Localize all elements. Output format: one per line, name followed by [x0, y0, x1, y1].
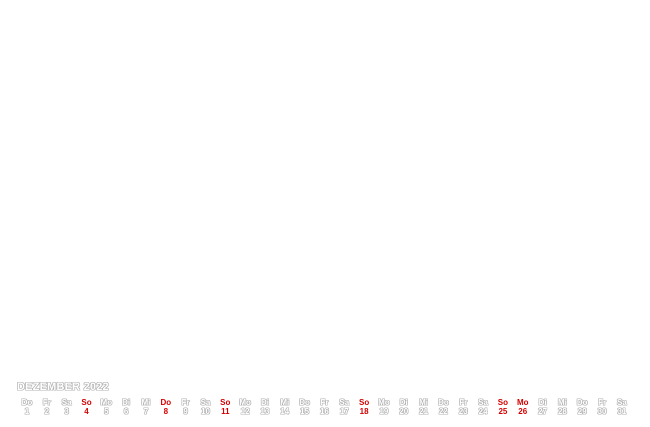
calendar-day: Do 29 — [572, 398, 592, 416]
calendar-day: So 4 — [76, 398, 96, 416]
weekday-label: So — [81, 398, 92, 407]
calendar-day: Do 1 — [17, 398, 37, 416]
weekday-label: Di — [538, 398, 547, 407]
day-number: 18 — [359, 407, 369, 416]
calendar-day: Sa 10 — [195, 398, 215, 416]
calendar-day: Do 8 — [156, 398, 176, 416]
day-number: 30 — [597, 407, 607, 416]
day-number: 26 — [518, 407, 528, 416]
day-number: 20 — [399, 407, 409, 416]
weekday-label: So — [220, 398, 231, 407]
day-number: 10 — [201, 407, 210, 416]
day-number: 7 — [143, 407, 149, 416]
day-number: 31 — [617, 407, 627, 416]
day-number: 21 — [419, 407, 429, 416]
weekday-label: Mo — [378, 398, 390, 407]
day-number: 1 — [24, 407, 30, 416]
weekday-label: So — [358, 398, 370, 407]
day-number: 16 — [319, 407, 329, 416]
day-number: 23 — [458, 407, 468, 416]
day-number: 8 — [163, 407, 169, 416]
weekday-label: Di — [122, 398, 131, 407]
day-strip: Do 1 Fr 2 Sa 3 So 4 Mo 5 Di 6 Mi 7 Do 8 Fr 9 Sa 10 So 11 Mo 12 D… — [0, 398, 650, 422]
calendar-day: Mi 7 — [136, 398, 156, 416]
calendar-day: Mi 21 — [414, 398, 434, 416]
calendar-day: Di 13 — [255, 398, 275, 416]
weekday-label: Fr — [42, 398, 51, 407]
calendar-day: Mo 5 — [96, 398, 116, 416]
weekday-label: Mi — [557, 398, 567, 407]
calendar-day: So 11 — [215, 398, 235, 416]
weekday-label: Di — [260, 398, 269, 407]
weekday-label: Fr — [598, 398, 607, 407]
calendar-day: Mi 14 — [275, 398, 295, 416]
weekday-label: Fr — [320, 398, 329, 407]
day-number: 14 — [280, 407, 290, 416]
weekday-label: Mi — [141, 398, 151, 407]
day-number: 4 — [84, 407, 89, 416]
day-number: 19 — [379, 407, 389, 416]
calendar-day: Fr 30 — [592, 398, 612, 416]
calendar-day: Sa 31 — [612, 398, 632, 416]
day-number: 28 — [557, 407, 567, 416]
day-number: 15 — [300, 407, 310, 416]
calendar-day: Di 20 — [394, 398, 414, 416]
calendar-day: Di 27 — [533, 398, 553, 416]
day-number: 29 — [577, 407, 587, 416]
day-number: 5 — [104, 407, 109, 416]
weekday-label: Mi — [280, 398, 290, 407]
calendar-day: Fr 9 — [176, 398, 196, 416]
weekday-label: Do — [438, 398, 449, 407]
day-number: 2 — [44, 407, 50, 416]
day-number: 24 — [478, 407, 488, 416]
calendar-day: So 18 — [354, 398, 374, 416]
calendar-day: Do 22 — [433, 398, 453, 416]
weekday-label: Mo — [100, 398, 113, 407]
day-number: 9 — [183, 407, 188, 416]
calendar-day: So 25 — [493, 398, 513, 416]
weekday-label: Do — [160, 398, 172, 407]
calendar-day: Fr 23 — [453, 398, 473, 416]
weekday-label: Fr — [459, 398, 468, 407]
calendar-day: Mi 28 — [552, 398, 572, 416]
calendar-day: Fr 16 — [314, 398, 334, 416]
month-title: DEZEMBER 2022 — [17, 381, 109, 393]
calendar-day: Sa 24 — [473, 398, 493, 416]
calendar-day: Do 15 — [295, 398, 315, 416]
calendar-day: Di 6 — [116, 398, 136, 416]
weekday-label: Sa — [61, 398, 72, 407]
calendar-day: Mo 19 — [374, 398, 394, 416]
calendar-day: Mo 26 — [513, 398, 533, 416]
calendar-day: Fr 2 — [37, 398, 57, 416]
weekday-label: Mo — [239, 398, 251, 407]
calendar-day: Sa 3 — [57, 398, 77, 416]
day-number: 3 — [64, 407, 69, 416]
day-number: 6 — [123, 407, 129, 416]
day-number: 11 — [221, 407, 230, 416]
day-number: 22 — [438, 407, 448, 416]
weekday-label: Di — [399, 398, 408, 407]
day-number: 13 — [260, 407, 270, 416]
weekday-label: Mi — [419, 398, 429, 407]
weekday-label: Do — [21, 398, 33, 407]
day-number: 12 — [240, 407, 250, 416]
calendar-day: Sa 17 — [334, 398, 354, 416]
day-number: 27 — [538, 407, 548, 416]
weekday-label: Sa — [200, 398, 211, 407]
weekday-label: Do — [299, 398, 310, 407]
weekday-label: So — [497, 398, 509, 407]
weekday-label: Mo — [516, 398, 529, 407]
weekday-label: Sa — [339, 398, 350, 407]
day-number: 17 — [339, 407, 349, 416]
weekday-label: Sa — [616, 398, 627, 407]
calendar-day: Mo 12 — [235, 398, 255, 416]
weekday-label: Fr — [181, 398, 190, 407]
weekday-label: Sa — [478, 398, 488, 407]
day-number: 25 — [498, 407, 508, 416]
weekday-label: Do — [576, 398, 588, 407]
